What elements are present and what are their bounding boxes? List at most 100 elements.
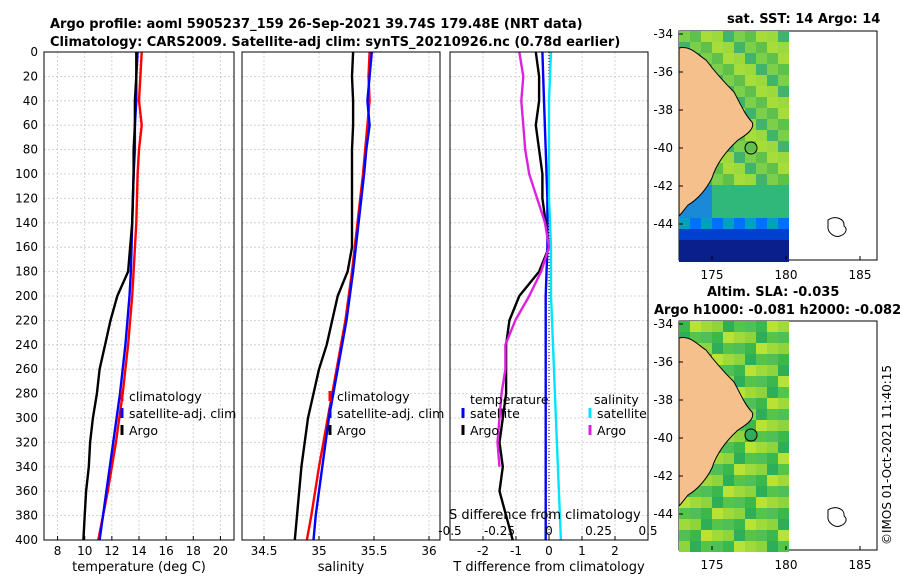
field-cell bbox=[745, 218, 756, 229]
field-cell bbox=[712, 251, 723, 262]
field-cell bbox=[745, 420, 756, 431]
field-cell bbox=[723, 53, 734, 64]
field-cell bbox=[734, 152, 745, 163]
chatham-island-outline bbox=[827, 217, 847, 237]
field-cell bbox=[745, 541, 756, 552]
field-cell bbox=[734, 42, 745, 53]
sla-map-subtitle: Argo h1000: -0.081 h2000: -0.082 bbox=[654, 303, 900, 318]
field-cell bbox=[734, 442, 745, 453]
field-cell bbox=[712, 541, 723, 552]
field-cell bbox=[734, 75, 745, 86]
field-cell bbox=[767, 163, 778, 174]
field-cell bbox=[712, 508, 723, 519]
field-cell bbox=[756, 387, 767, 398]
field-cell bbox=[690, 207, 701, 218]
field-cell bbox=[767, 75, 778, 86]
series-line-argo bbox=[293, 51, 355, 541]
field-cell bbox=[756, 508, 767, 519]
field-cell bbox=[745, 75, 756, 86]
field-cell bbox=[756, 42, 767, 53]
field-cell bbox=[734, 229, 745, 240]
field-cell bbox=[712, 64, 723, 75]
field-cell bbox=[767, 343, 778, 354]
field-cell bbox=[712, 321, 723, 332]
field-cell bbox=[767, 508, 778, 519]
chatham-island-outline-2 bbox=[827, 507, 847, 527]
plot-frame-1 bbox=[43, 51, 235, 541]
field-cell bbox=[778, 409, 789, 420]
field-cell bbox=[723, 174, 734, 185]
field-cell bbox=[723, 530, 734, 541]
field-cell bbox=[767, 453, 778, 464]
field-cell bbox=[767, 185, 778, 196]
x-tick-label: 20 bbox=[213, 544, 228, 558]
field-cell bbox=[745, 64, 756, 75]
field-cell bbox=[723, 42, 734, 53]
x-tick-label: -2 bbox=[477, 544, 489, 558]
depth-tick-label: 380 bbox=[15, 509, 38, 523]
field-cell bbox=[778, 321, 789, 332]
depth-tick-label: 120 bbox=[15, 191, 38, 205]
field-cell bbox=[778, 174, 789, 185]
island-outline bbox=[744, 141, 758, 155]
field-cell bbox=[690, 240, 701, 251]
sla-map-title: Altim. SLA: -0.035 bbox=[707, 285, 839, 300]
field-cell bbox=[701, 497, 712, 508]
top-tick-label: 0.5 bbox=[638, 524, 657, 538]
field-cell bbox=[734, 508, 745, 519]
field-cell bbox=[778, 453, 789, 464]
field-cell bbox=[767, 398, 778, 409]
field-cell bbox=[701, 530, 712, 541]
field-cell bbox=[712, 196, 723, 207]
field-cell bbox=[745, 508, 756, 519]
series-line-argo bbox=[82, 52, 138, 541]
field-cell bbox=[712, 332, 723, 343]
field-cell bbox=[723, 75, 734, 86]
field-cell bbox=[778, 86, 789, 97]
field-cell bbox=[679, 497, 690, 508]
field-cell bbox=[701, 486, 712, 497]
field-cell bbox=[745, 53, 756, 64]
field-cell bbox=[679, 519, 690, 530]
field-cell bbox=[734, 64, 745, 75]
top-tick-label: 0 bbox=[545, 524, 553, 538]
field-cell bbox=[745, 163, 756, 174]
field-cell bbox=[745, 343, 756, 354]
field-cell bbox=[701, 321, 712, 332]
x-tick-label: 35 bbox=[311, 544, 326, 558]
field-cell bbox=[712, 464, 723, 475]
field-cell bbox=[701, 251, 712, 262]
field-cell bbox=[712, 207, 723, 218]
map-x-tick-label: 180 bbox=[775, 268, 798, 282]
title-line-1: Argo profile: aoml 5905237_159 26-Sep-20… bbox=[50, 17, 583, 32]
field-cell bbox=[701, 343, 712, 354]
field-cell bbox=[734, 376, 745, 387]
field-cell bbox=[778, 185, 789, 196]
map-y-tick-label: -34 bbox=[653, 27, 673, 41]
field-cell bbox=[767, 354, 778, 365]
field-cell bbox=[745, 31, 756, 42]
field-cell bbox=[723, 365, 734, 376]
field-cell bbox=[756, 152, 767, 163]
field-cell bbox=[767, 332, 778, 343]
field-cell bbox=[756, 174, 767, 185]
field-cell bbox=[745, 130, 756, 141]
field-cell bbox=[723, 196, 734, 207]
field-cell bbox=[756, 420, 767, 431]
field-cell bbox=[756, 519, 767, 530]
field-cell bbox=[756, 196, 767, 207]
field-cell bbox=[778, 251, 789, 262]
field-cell bbox=[756, 229, 767, 240]
field-cell bbox=[745, 486, 756, 497]
field-cell bbox=[745, 174, 756, 185]
field-cell bbox=[778, 464, 789, 475]
field-cell bbox=[767, 174, 778, 185]
field-cell bbox=[712, 486, 723, 497]
field-cell bbox=[712, 185, 723, 196]
profile-panel-1: 0 20 40 60 80 100 120 140 160 180 200 220 240 260 280 3… bbox=[15, 45, 236, 575]
field-cell bbox=[701, 475, 712, 486]
field-cell bbox=[756, 464, 767, 475]
x-axis-label: salinity bbox=[318, 560, 365, 575]
field-cell bbox=[712, 229, 723, 240]
plot-frame-2 bbox=[241, 51, 441, 541]
